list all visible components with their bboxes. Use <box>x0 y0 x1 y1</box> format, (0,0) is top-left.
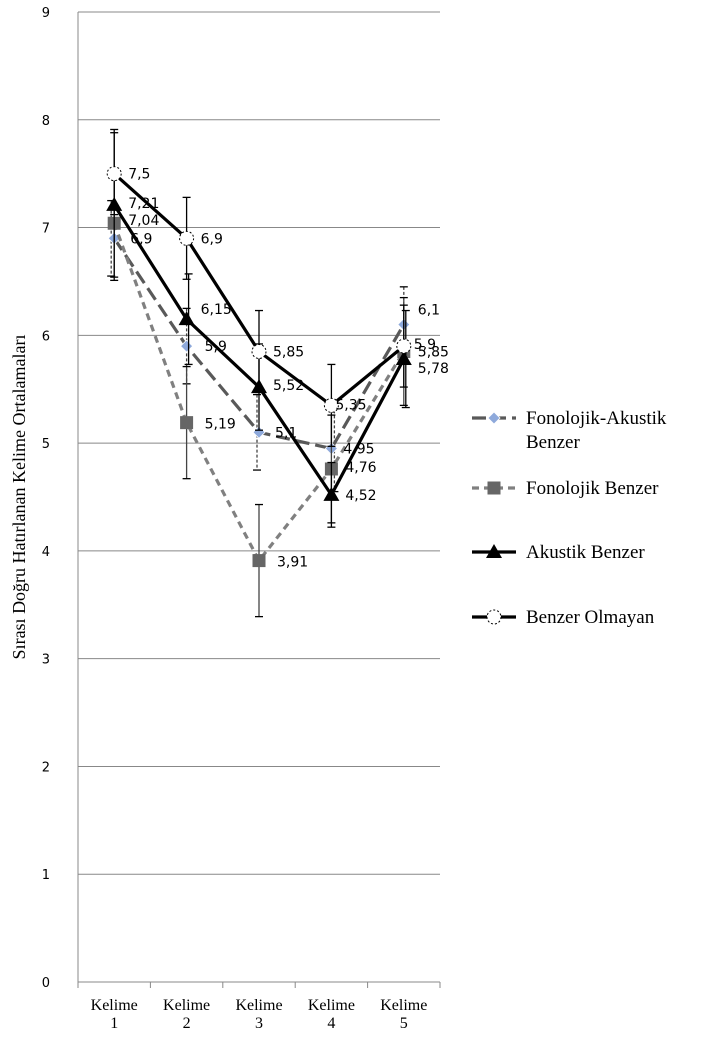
square-marker <box>252 554 266 568</box>
series <box>106 128 412 618</box>
axes <box>77 12 441 988</box>
x-tick-label-line: Kelime <box>235 997 282 1014</box>
legend-label: Fonolojik Benzer <box>526 478 659 499</box>
data-labels: 6,9 5,9 5,1 4,95 6,1 7,04 5,19 3,91 4,76 5,85 7,21… <box>128 167 449 571</box>
data-label: 4,95 <box>343 442 374 458</box>
diamond-marker <box>487 411 501 425</box>
y-axis-title: Sırası Doğru Hatırlanan Kelime Ortalamal… <box>9 335 29 660</box>
data-label: 7,04 <box>128 213 159 229</box>
x-tick-label: Kelime 3 <box>235 997 282 1032</box>
legend-label-line: Benzer Olmayan <box>526 607 655 628</box>
data-label: 6,1 <box>418 303 440 319</box>
data-label: 5,78 <box>418 361 449 377</box>
x-tick-label: Kelime 2 <box>163 997 210 1032</box>
x-tick-label-line: 3 <box>255 1015 263 1032</box>
x-tick-label: Kelime 4 <box>308 997 355 1032</box>
y-tick-label: 4 <box>42 545 50 560</box>
circle-marker <box>486 609 502 625</box>
triangle-marker <box>323 486 340 501</box>
legend-label-line: Benzer <box>526 432 580 453</box>
data-label: 4,52 <box>345 488 376 504</box>
data-label: 5,85 <box>273 345 304 361</box>
data-label: 7,5 <box>128 167 150 183</box>
legend-item: Fonolojik-Akustik Benzer <box>472 408 667 453</box>
circle-marker <box>106 166 122 182</box>
y-tick-label: 9 <box>42 6 50 21</box>
y-tick-label: 5 <box>42 437 50 452</box>
legend-item: Fonolojik Benzer <box>472 478 659 499</box>
legend-item: Akustik Benzer <box>472 542 645 563</box>
data-label: 6,9 <box>201 231 223 247</box>
circle-marker <box>396 338 412 354</box>
data-label: 6,15 <box>201 302 232 318</box>
triangle-marker <box>486 544 502 558</box>
data-label: 5,52 <box>273 378 304 394</box>
y-tick-label: 0 <box>42 976 50 991</box>
legend-label-line: Fonolojik Benzer <box>526 478 659 499</box>
y-tick-label: 6 <box>42 329 50 344</box>
x-tick-label-line: 5 <box>400 1015 408 1032</box>
legend-label-line: Akustik Benzer <box>526 542 645 563</box>
legend-item: Benzer Olmayan <box>472 607 655 628</box>
x-tick-label-line: Kelime <box>308 997 355 1014</box>
circle-marker <box>179 230 195 246</box>
data-label: 5,1 <box>275 425 297 441</box>
x-tick-label-line: Kelime <box>380 997 427 1014</box>
legend-label-line: Fonolojik-Akustik <box>526 408 667 429</box>
data-label: 5,85 <box>418 345 449 361</box>
x-tick-label-line: Kelime <box>91 997 138 1014</box>
legend-label: Fonolojik-Akustik Benzer <box>526 408 667 453</box>
triangle-marker <box>178 311 195 326</box>
y-tick-label: 3 <box>42 653 50 668</box>
legend-label: Akustik Benzer <box>526 542 645 563</box>
legend: Fonolojik-Akustik Benzer Fonolojik Benzer A… <box>472 408 667 628</box>
x-tick-label-line: Kelime <box>163 997 210 1014</box>
gridlines <box>78 11 440 875</box>
x-tick-label: Kelime 5 <box>380 997 427 1032</box>
data-label: 5,19 <box>205 417 236 433</box>
x-tick-label-line: 2 <box>183 1015 191 1032</box>
x-tick-label-line: 1 <box>110 1015 118 1032</box>
y-tick-label: 2 <box>42 760 50 775</box>
y-tick-label: 1 <box>42 868 50 883</box>
y-tick-label: 8 <box>42 114 50 129</box>
x-tick-label-line: 4 <box>327 1015 335 1032</box>
y-tick-labels: 0 1 2 3 4 5 6 7 8 9 <box>42 6 50 991</box>
data-label: 3,91 <box>277 555 308 571</box>
circle-marker <box>323 397 339 413</box>
data-label: 4,76 <box>345 460 376 476</box>
square-marker <box>487 481 501 495</box>
data-label: 5,35 <box>335 397 366 413</box>
data-label: 5,9 <box>414 337 436 353</box>
data-label: 6,9 <box>130 231 152 247</box>
series-line <box>112 222 406 563</box>
x-tick-label: Kelime 1 <box>91 997 138 1032</box>
data-label: 5,9 <box>205 339 227 355</box>
series-4 <box>106 132 412 447</box>
y-tick-label: 7 <box>42 222 50 237</box>
circle-marker <box>251 344 267 359</box>
data-label: 7,21 <box>128 196 159 212</box>
diamond-marker <box>180 339 194 353</box>
square-marker <box>180 416 194 430</box>
legend-label: Benzer Olmayan <box>526 607 655 628</box>
